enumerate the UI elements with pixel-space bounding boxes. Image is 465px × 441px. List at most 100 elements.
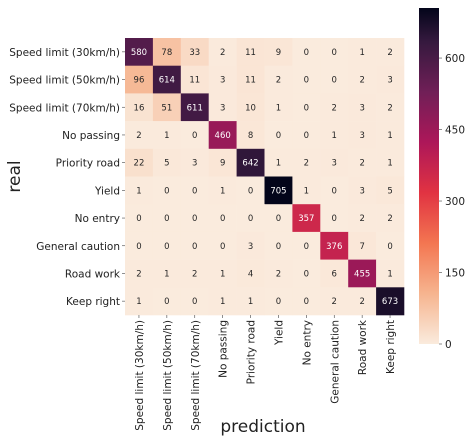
heatmap-cell [125, 93, 154, 122]
cell-value-label: 3 [387, 76, 392, 86]
cell-value-label: 1 [220, 269, 225, 279]
heatmap-cell [264, 204, 293, 233]
heatmap-cell [320, 93, 349, 122]
y-tick-label: Priority road [56, 158, 120, 170]
heatmap-cell [292, 204, 321, 233]
cell-value-label: 0 [192, 186, 197, 196]
cell-value-label: 614 [159, 76, 175, 86]
cell-value-label: 3 [359, 103, 364, 113]
cell-value-label: 3 [220, 76, 225, 86]
cell-value-label: 1 [164, 269, 169, 279]
heatmap-cell [264, 176, 293, 205]
heatmap-cell [320, 204, 349, 233]
cell-value-label: 9 [220, 159, 225, 169]
heatmap-cell [376, 93, 405, 122]
cell-value-label: 0 [304, 76, 309, 86]
cell-value-label: 33 [189, 48, 200, 58]
heatmap-cell [348, 65, 377, 94]
y-tick-label: General caution [36, 241, 120, 253]
cell-value-label: 1 [387, 159, 392, 169]
heatmap-cell [208, 204, 237, 233]
cell-value-label: 0 [276, 131, 281, 141]
heatmap-cell [292, 93, 321, 122]
cell-value-label: 611 [187, 103, 203, 113]
cell-value-label: 0 [164, 242, 169, 252]
heatmap-cell [208, 259, 237, 288]
cell-value-label: 705 [270, 186, 286, 196]
cell-value-label: 0 [332, 214, 337, 224]
cell-value-label: 0 [164, 214, 169, 224]
heatmap-cell [152, 148, 182, 177]
cell-value-label: 0 [304, 103, 309, 113]
heatmap-cell [236, 204, 265, 233]
cell-value-label: 11 [245, 48, 256, 58]
cell-value-label: 0 [136, 242, 141, 252]
cell-value-label: 2 [387, 214, 392, 224]
heatmap-cell [292, 121, 321, 150]
cell-value-label: 3 [220, 103, 225, 113]
cell-value-label: 0 [304, 297, 309, 307]
heatmap-cell [236, 65, 265, 94]
heatmap-cell [376, 148, 405, 177]
cell-value-label: 5 [164, 159, 169, 169]
heatmap-cell [376, 176, 405, 205]
heatmap-cell [348, 176, 377, 205]
cell-value-label: 2 [359, 159, 364, 169]
heatmap-cell [264, 121, 293, 150]
colorbar-tick-label: 300 [445, 196, 465, 208]
x-tick-label: Speed limit (30km/h) [134, 320, 146, 431]
cell-value-label: 1 [136, 186, 141, 196]
cell-value-label: 2 [359, 214, 364, 224]
heatmap-cell [180, 93, 209, 122]
cell-value-label: 357 [298, 214, 314, 224]
cell-value-label: 0 [387, 242, 392, 252]
cell-value-label: 3 [359, 131, 364, 141]
heatmap-cell [180, 148, 209, 177]
colorbar [419, 8, 439, 344]
cell-value-label: 1 [164, 131, 169, 141]
cell-value-label: 0 [332, 76, 337, 86]
heatmap-cell [180, 259, 209, 288]
heatmap-cell [180, 121, 209, 150]
cell-value-label: 0 [192, 242, 197, 252]
cell-value-label: 0 [136, 214, 141, 224]
heatmap-cell [125, 259, 154, 288]
heatmap-cell [320, 65, 349, 94]
x-tick-label: Yield [273, 320, 285, 346]
heatmap-cell [236, 93, 265, 122]
cell-value-label: 2 [304, 159, 309, 169]
cell-value-label: 0 [304, 269, 309, 279]
cell-value-label: 0 [192, 131, 197, 141]
heatmap-cell [180, 65, 209, 94]
cell-value-label: 0 [248, 214, 253, 224]
cell-value-label: 9 [276, 48, 281, 58]
heatmap-cell [208, 121, 237, 150]
x-tick-label: Speed limit (70km/h) [190, 320, 202, 431]
cell-value-label: 0 [332, 186, 337, 196]
heatmap-cell [152, 93, 182, 122]
cell-value-label: 580 [131, 48, 147, 58]
heatmap-cell [180, 231, 209, 260]
heatmap-cell [125, 231, 154, 260]
heatmap-cell [264, 38, 293, 66]
cell-value-label: 0 [164, 186, 169, 196]
heatmap-cell [236, 176, 265, 205]
heatmap-cell [208, 176, 237, 205]
y-tick-label: Speed limit (50km/h) [9, 75, 120, 87]
heatmap-cell [348, 231, 377, 260]
y-tick-labels: Speed limit (30km/h) Speed limit (50km/h)… [9, 47, 125, 308]
cell-value-label: 0 [164, 297, 169, 307]
cell-value-label: 2 [276, 76, 281, 86]
cell-value-label: 11 [189, 76, 200, 86]
heatmap-cell [292, 287, 321, 316]
heatmap-cell [208, 231, 237, 260]
heatmap-cell [125, 148, 154, 177]
cell-value-label: 2 [276, 269, 281, 279]
cell-value-label: 6 [332, 269, 337, 279]
cell-value-label: 96 [134, 76, 145, 86]
cell-value-label: 2 [332, 297, 337, 307]
cell-value-label: 642 [242, 159, 258, 169]
cell-value-label: 3 [359, 186, 364, 196]
heatmap-cell [180, 287, 209, 316]
